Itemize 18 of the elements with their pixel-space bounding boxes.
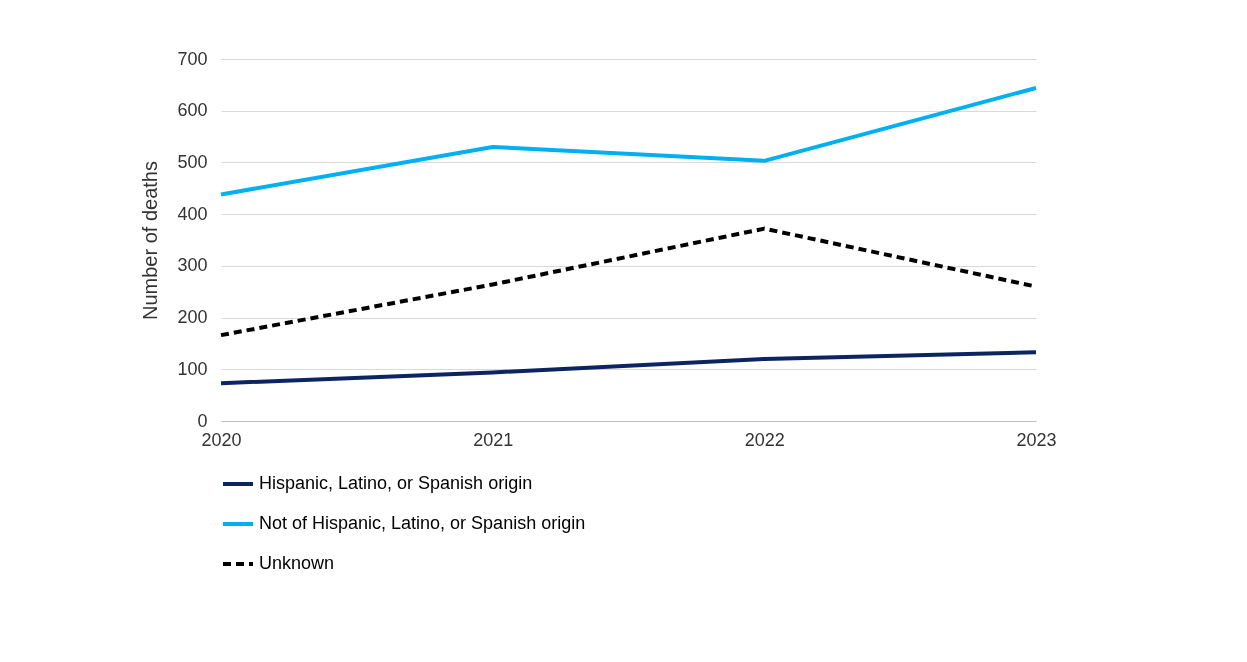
y-tick-label: 400 [177,203,208,224]
y-tick-label: 200 [177,307,208,328]
legend-label: Not of Hispanic, Latino, or Spanish origin [259,513,586,533]
x-tick-label: 2021 [473,429,514,450]
y-axis-title: Number of deaths [139,161,162,320]
x-tick-label: 2022 [744,429,785,450]
x-tick-label: 2020 [201,429,242,450]
y-tick-label: 700 [177,48,208,69]
legend-label: Hispanic, Latino, or Spanish origin [259,473,533,493]
legend-label: Unknown [259,553,335,573]
y-tick-label: 300 [177,255,208,276]
y-tick-label: 100 [177,358,208,379]
y-tick-label: 500 [177,151,208,172]
y-tick-label: 0 [197,410,208,431]
x-tick-label: 2023 [1016,429,1057,450]
line-series [219,85,1038,197]
line-series [219,350,1038,386]
y-tick-label: 600 [177,100,208,121]
